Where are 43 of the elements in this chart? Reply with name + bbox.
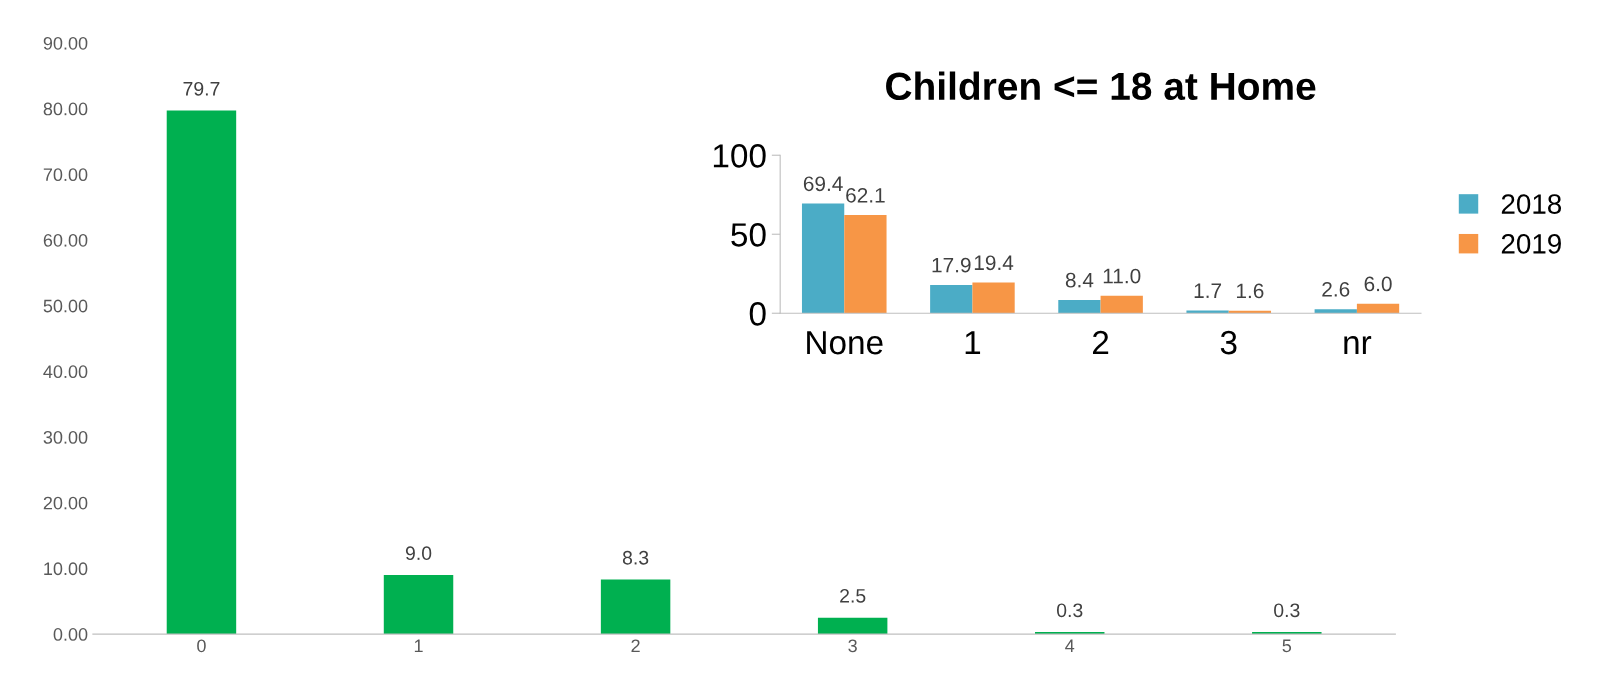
x-tick-label: nr [1344,336,1372,355]
data-label: 2.5 [840,588,866,603]
data-label: 19.4 [974,255,1014,271]
data-label: 2.6 [1322,281,1350,297]
x-tick-label: 5 [1282,639,1292,653]
legend-label: 2018 [1501,194,1562,214]
data-label: 62.1 [846,187,885,203]
x-tick-label: 4 [1065,639,1075,653]
x-tick-label: 3 [848,639,857,653]
y-tick-label: 60.00 [43,233,88,247]
x-tick-label: 2 [631,639,640,653]
data-label: 9.0 [405,546,432,561]
data-label: 1.6 [1236,283,1264,299]
x-tick-label: 1 [414,639,423,653]
y-tick-label: 30.00 [43,430,88,444]
chart-title: Children <= 18 at Home [886,71,1316,101]
y-tick-label: 70.00 [43,168,88,182]
y-tick-label: 100 [713,144,766,168]
data-label: 79.7 [183,81,220,96]
x-tick-label: 0 [197,639,206,653]
data-label: 0.3 [1274,603,1300,618]
y-tick-label: 90.00 [43,36,88,50]
data-label: 17.9 [932,257,971,273]
legend-label: 2019 [1501,234,1561,254]
y-tick-label: 50.00 [43,299,88,313]
data-label: 8.4 [1065,272,1094,288]
data-label: 11.0 [1103,268,1141,284]
y-tick-label: 50 [731,223,766,247]
x-tick-label: 3 [1220,330,1237,355]
y-tick-label: 0 [749,302,766,326]
data-label: 6.0 [1364,276,1392,292]
data-label: 1.7 [1194,283,1222,298]
y-tick-label: 20.00 [43,496,88,510]
data-label: 69.4 [803,176,843,192]
y-tick-label: 10.00 [44,562,88,576]
y-tick-label: 0.00 [53,628,88,641]
y-tick-label: 40.00 [43,365,88,379]
data-label: 8.3 [622,550,649,565]
data-label: 0.3 [1056,603,1083,618]
x-tick-label: None [807,331,883,355]
y-tick-label: 80.00 [43,102,88,116]
x-tick-label: 2 [1092,330,1109,355]
x-tick-label: 1 [965,331,981,355]
